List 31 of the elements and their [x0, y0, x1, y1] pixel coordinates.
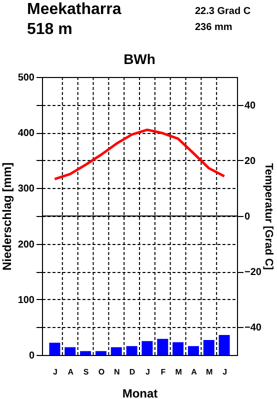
x-tick-label: A — [191, 368, 198, 376]
y2-tick-label: 0 — [244, 212, 250, 222]
y-tick-label: 300 — [18, 184, 35, 195]
x-tick-label: M — [206, 368, 214, 376]
y-tick-label: 400 — [18, 128, 35, 140]
text: 22.3 Grad C — [195, 6, 251, 17]
y-axis-title: Niederschlag [mm] — [0, 162, 14, 271]
y-tick-label: 200 — [18, 239, 35, 250]
x-tick-label: M — [175, 368, 182, 376]
chart-title: Meekatharra — [27, 1, 122, 18]
x-tick-label: J — [145, 368, 150, 376]
x-tick-label: D — [129, 368, 136, 376]
x-tick-label: A — [68, 368, 74, 376]
x-tick-label: N — [114, 368, 120, 376]
x-tick-label: S — [83, 368, 90, 376]
text: 236 mm — [195, 22, 232, 33]
x-tick-label: J — [222, 368, 228, 376]
y2-tick-label: 20 — [244, 156, 256, 167]
y2-tick-label: 40 — [244, 100, 256, 112]
y2-tick-label: −20 — [244, 267, 262, 278]
x-tick-label: O — [98, 368, 105, 376]
y-tick-label: 500 — [18, 72, 35, 84]
chart-subtitle: 518 m — [27, 21, 72, 38]
y-tick-label: 0 — [28, 350, 35, 362]
x-tick-label: J — [52, 368, 58, 376]
x-axis-title: Monat — [122, 386, 158, 399]
y-tick-label: 100 — [18, 294, 35, 306]
y2-tick-label: −40 — [244, 322, 262, 334]
y2-axis-title: Temperatur [Grad C] — [262, 163, 274, 270]
text: BWh — [124, 51, 156, 67]
x-tick-label: F — [160, 368, 166, 376]
